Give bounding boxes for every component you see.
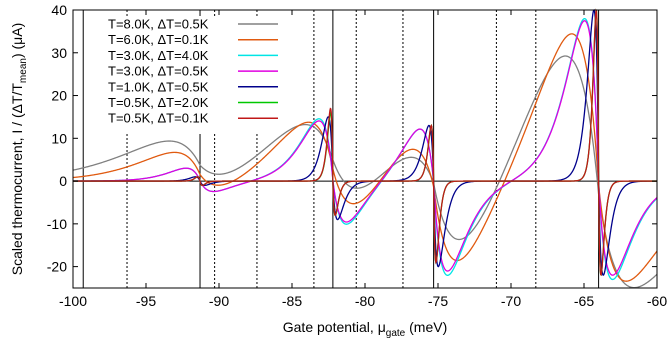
legend-label: T=8.0K, ΔT=0.5K	[108, 17, 209, 32]
y-tick-label: -20	[47, 259, 67, 275]
legend-label: T=1.0K, ΔT=0.5K	[108, 79, 209, 94]
legend-label: T=0.5K, ΔT=0.1K	[108, 111, 209, 126]
series-line	[73, 20, 658, 276]
y-tick-label: 10	[51, 130, 67, 146]
series-line	[72, 33, 658, 282]
x-tick-label: -85	[282, 293, 302, 309]
x-tick-label: -90	[209, 293, 229, 309]
x-tick-label: -75	[428, 293, 448, 309]
series-layer	[72, 8, 658, 289]
y-tick-label: 40	[51, 2, 67, 18]
series-line	[73, 8, 657, 277]
legend-label: T=3.0K, ΔT=4.0K	[108, 48, 209, 63]
y-tick-label: -10	[47, 216, 67, 232]
legend-box	[102, 16, 280, 134]
x-tick-label: -60	[647, 293, 667, 309]
x-tick-label: -70	[501, 293, 521, 309]
y-tick-label: 30	[51, 45, 67, 61]
x-tick-label: -65	[574, 293, 594, 309]
x-tick-label: -100	[59, 293, 87, 309]
legend-label: T=6.0K, ΔT=0.1K	[108, 32, 209, 47]
y-axis-title: Scaled thermocurrent, I / (ΔT/Tmean) (μA…	[9, 23, 29, 275]
x-axis-title: Gate potential, μgate (meV)	[283, 319, 448, 339]
legend: T=8.0K, ΔT=0.5KT=6.0K, ΔT=0.1KT=3.0K, ΔT…	[102, 16, 280, 134]
y-tick-label: 0	[59, 173, 67, 189]
x-axis: -100 -95 -90 -85 -80 -75 -70 -65 -60	[59, 10, 667, 309]
legend-label: T=3.0K, ΔT=0.5K	[108, 64, 209, 79]
x-tick-label: -80	[355, 293, 375, 309]
x-tick-label: -95	[136, 293, 156, 309]
y-tick-label: 20	[51, 88, 67, 104]
series-line	[72, 55, 658, 289]
y-axis: -20 -10 0 10 20 30 40	[47, 2, 657, 275]
legend-label: T=0.5K, ΔT=2.0K	[108, 95, 209, 110]
